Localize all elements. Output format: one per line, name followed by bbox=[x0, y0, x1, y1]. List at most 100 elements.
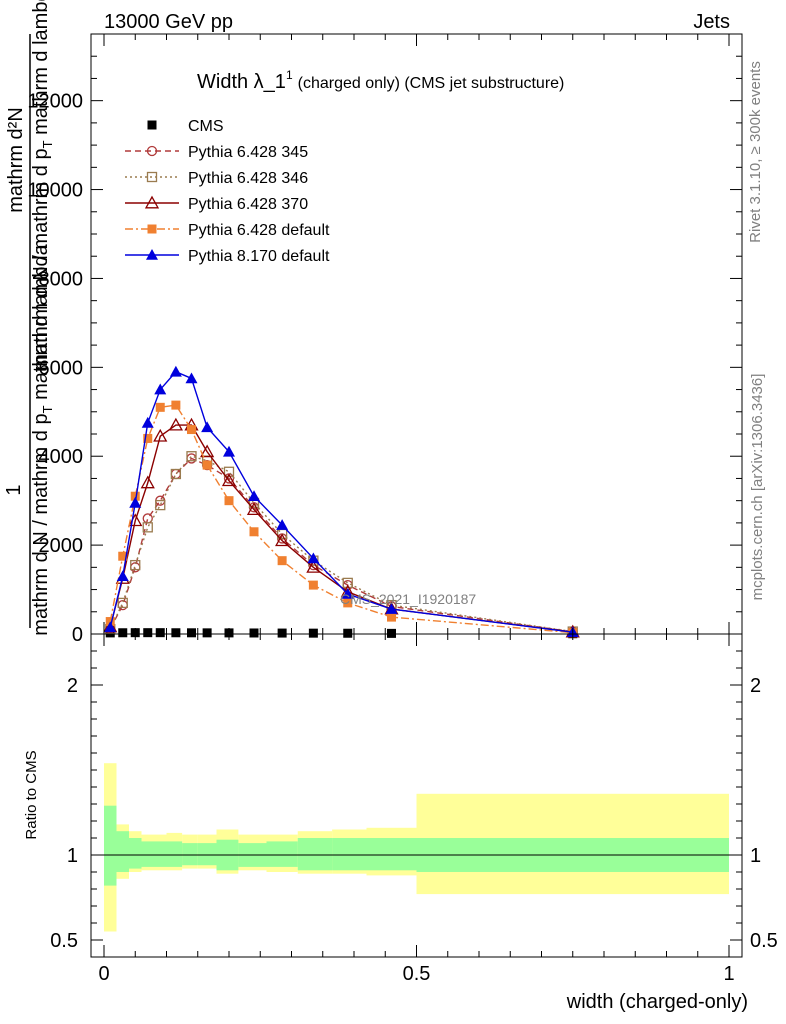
inner-band-bin bbox=[197, 843, 217, 866]
data-point bbox=[140, 475, 155, 489]
inner-band-bin bbox=[154, 841, 167, 867]
ylabel-numerator: mathrm d²N bbox=[5, 107, 27, 213]
data-point bbox=[170, 468, 182, 480]
data-point bbox=[343, 598, 353, 608]
data-point bbox=[276, 519, 289, 530]
header-left: 13000 GeV pp bbox=[104, 11, 233, 33]
data-point bbox=[155, 628, 165, 638]
ratio-ylabel: Ratio to CMS bbox=[23, 750, 40, 839]
data-point bbox=[277, 628, 287, 638]
series-0 bbox=[105, 628, 578, 639]
data-point bbox=[117, 597, 128, 609]
series-1 bbox=[105, 453, 578, 637]
data-point bbox=[246, 502, 262, 516]
ratio-panel: 0.5 0.5 1 1 2 2 0 0.5 1 Ratio to CMS width (char… bbox=[23, 633, 778, 1013]
legend-label: Pythia 6.428 345 bbox=[188, 144, 308, 161]
data-point bbox=[385, 603, 398, 614]
inner-band-bin bbox=[182, 843, 198, 866]
header-right: Jets bbox=[693, 11, 730, 33]
legend-marker bbox=[147, 120, 157, 130]
data-point bbox=[118, 551, 128, 561]
inner-band-bin bbox=[104, 805, 117, 886]
chart-title-main: Width λ_1 bbox=[197, 71, 286, 93]
series-line bbox=[109, 424, 573, 633]
data-point bbox=[308, 628, 318, 638]
y-tick-label: 2000 bbox=[39, 535, 84, 557]
data-point bbox=[187, 425, 196, 435]
legend-label: Pythia 8.170 default bbox=[188, 248, 330, 265]
inner-band-bin bbox=[332, 838, 367, 871]
data-point bbox=[171, 400, 181, 410]
ylabel-denominator: mathrm d N / mathrm d pT mathrm d lambda bbox=[30, 243, 55, 635]
y-tick-label: 4000 bbox=[39, 446, 84, 468]
data-point bbox=[202, 460, 212, 470]
data-point bbox=[142, 522, 153, 533]
x-tick-label: 0.5 bbox=[403, 963, 431, 985]
inner-band-bin bbox=[266, 841, 298, 867]
data-point bbox=[387, 612, 396, 622]
ratio-y-tick-label: 0.5 bbox=[50, 930, 78, 952]
ratio-y-tick-label-right: 0.5 bbox=[750, 930, 778, 952]
data-point bbox=[201, 421, 214, 433]
ratio-y-tick-label-right: 1 bbox=[750, 845, 761, 867]
inner-band-bin bbox=[129, 838, 142, 869]
data-point bbox=[171, 628, 181, 638]
data-point bbox=[155, 402, 165, 412]
data-point bbox=[143, 433, 153, 443]
ylabel-den-rest: mathrm d lambda bbox=[30, 243, 52, 405]
legend-item: CMS bbox=[147, 118, 224, 135]
chart-title: Width λ_11 (charged only) (CMS jet substr… bbox=[197, 68, 564, 93]
x-axis-label: width (charged-only) bbox=[566, 991, 748, 1013]
data-point bbox=[104, 621, 117, 633]
data-point bbox=[248, 490, 260, 502]
data-point bbox=[154, 383, 167, 395]
data-point bbox=[168, 417, 183, 431]
data-point bbox=[275, 533, 290, 547]
ylabel-extra-rest: mathrm d lambda bbox=[30, 0, 52, 140]
data-point bbox=[224, 496, 234, 506]
legend-label: Pythia 6.428 370 bbox=[188, 196, 308, 213]
inner-band-bin bbox=[166, 841, 183, 867]
data-point bbox=[221, 473, 237, 487]
data-point bbox=[307, 552, 320, 564]
y-tick-label: 12000 bbox=[27, 91, 83, 113]
legend-item: Pythia 6.428 default bbox=[125, 222, 330, 239]
legend: CMS Pythia 6.428 345 Pythia 6.428 346 Pythi… bbox=[125, 118, 330, 265]
inner-band-bin bbox=[116, 831, 129, 872]
data-point bbox=[306, 559, 321, 573]
legend-item: Pythia 6.428 345 bbox=[125, 144, 308, 161]
legend-marker bbox=[146, 249, 158, 260]
data-point bbox=[118, 628, 128, 638]
data-point bbox=[116, 570, 129, 582]
data-point bbox=[155, 499, 166, 511]
data-point bbox=[249, 628, 259, 638]
y-tick-label: 8000 bbox=[39, 268, 84, 290]
data-point bbox=[130, 559, 141, 571]
ylabel-extra-sub: T bbox=[40, 140, 55, 148]
legend-marker bbox=[146, 171, 158, 183]
data-point bbox=[170, 468, 182, 480]
legend-item: Pythia 6.428 346 bbox=[125, 170, 308, 187]
legend-item: Pythia 8.170 default bbox=[125, 248, 330, 265]
legend-label: CMS bbox=[188, 118, 224, 135]
legend-label: Pythia 6.428 346 bbox=[188, 170, 308, 187]
data-point bbox=[185, 372, 198, 384]
inner-band-bin bbox=[141, 841, 154, 867]
inner-band-bin bbox=[297, 838, 333, 871]
series-line bbox=[109, 457, 573, 633]
ylabel-den-sub: T bbox=[40, 405, 55, 413]
series-2 bbox=[105, 451, 578, 637]
ratio-y-tick-label: 2 bbox=[67, 675, 78, 697]
legend-item: Pythia 6.428 370 bbox=[125, 195, 308, 213]
data-point bbox=[143, 628, 153, 638]
legend-marker bbox=[147, 224, 157, 234]
ylabel-den-main: mathrm d N / mathrm d p bbox=[30, 413, 52, 635]
ratio-y-tick-label-right: 2 bbox=[750, 675, 761, 697]
data-point bbox=[249, 527, 259, 537]
ratio-y-tick-label: 1 bbox=[67, 845, 78, 867]
rivet-label: Rivet 3.1.10, ≥ 300k events bbox=[747, 61, 764, 243]
data-point bbox=[186, 451, 197, 462]
data-point bbox=[223, 466, 235, 477]
main-panel: 0 2000 4000 6000 8000 10000 12000 Width λ_11 (c… bbox=[27, 33, 743, 646]
